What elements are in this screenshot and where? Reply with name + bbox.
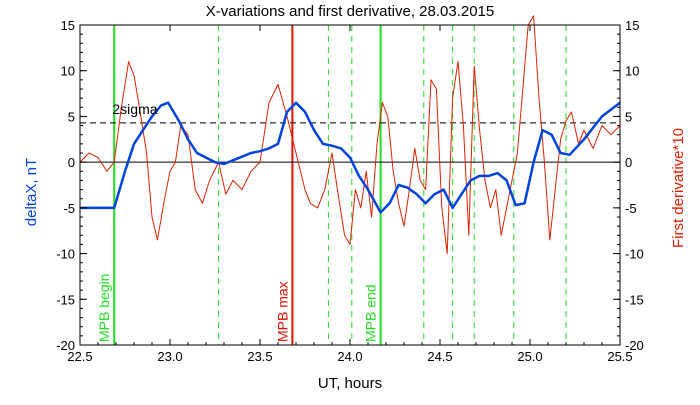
y-tick-label-left: 5 bbox=[68, 109, 75, 124]
y-tick-label-left: -5 bbox=[63, 201, 75, 216]
x-axis-label: UT, hours bbox=[318, 375, 382, 392]
y-tick-label-right: 0 bbox=[625, 155, 632, 170]
y-tick-label-left: -10 bbox=[56, 247, 75, 262]
vertical-markers bbox=[113, 25, 567, 345]
y-tick-label-left: -20 bbox=[56, 338, 75, 353]
derivative-line bbox=[79, 15, 621, 255]
series-lines bbox=[79, 15, 621, 255]
x-tick-label: 23.5 bbox=[247, 349, 272, 364]
x-tick-label: 24.0 bbox=[337, 349, 362, 364]
y-tick-label-right: -5 bbox=[625, 201, 637, 216]
y-tick-label-left: -15 bbox=[56, 292, 75, 307]
y-tick-label-right: 15 bbox=[625, 18, 639, 33]
y-tick-label-right: -10 bbox=[625, 247, 644, 262]
x-tick-label: 25.0 bbox=[517, 349, 542, 364]
y-tick-label-left: 15 bbox=[61, 18, 75, 33]
x-tick-label: 23.0 bbox=[157, 349, 182, 364]
y-axis-label-left: deltaX, nT bbox=[23, 158, 40, 226]
x-tick-label: 25.5 bbox=[607, 349, 632, 364]
y-tick-label-right: 5 bbox=[625, 109, 632, 124]
marker-labels: 2sigma MPB begin MPB max MPB end bbox=[96, 101, 378, 342]
y-axis-label-right: First derivative*10 bbox=[670, 128, 687, 248]
y-tick-label-left: 0 bbox=[68, 155, 75, 170]
axis-ticks: 22.5 23.0 23.5 24.0 24.5 25.0 25.5 15 10 5 0 -5 -10 -… bbox=[56, 18, 644, 364]
deltax-line bbox=[80, 101, 621, 214]
y-tick-label-right: -20 bbox=[625, 338, 644, 353]
chart-title: X-variations and first derivative, 28.03… bbox=[206, 3, 495, 20]
plot-frame bbox=[79, 24, 621, 346]
marker-label: MPB max bbox=[274, 281, 290, 342]
y-tick-label-right: 10 bbox=[625, 64, 639, 79]
y-tick-label-right: -15 bbox=[625, 292, 644, 307]
reference-lines bbox=[80, 122, 620, 163]
y-tick-label-left: 10 bbox=[61, 64, 75, 79]
x-tick-label: 22.5 bbox=[67, 349, 92, 364]
x-tick-label: 24.5 bbox=[427, 349, 452, 364]
reference-label: 2sigma bbox=[112, 101, 157, 117]
marker-label: MPB begin bbox=[96, 274, 112, 342]
marker-label: MPB end bbox=[363, 284, 379, 342]
